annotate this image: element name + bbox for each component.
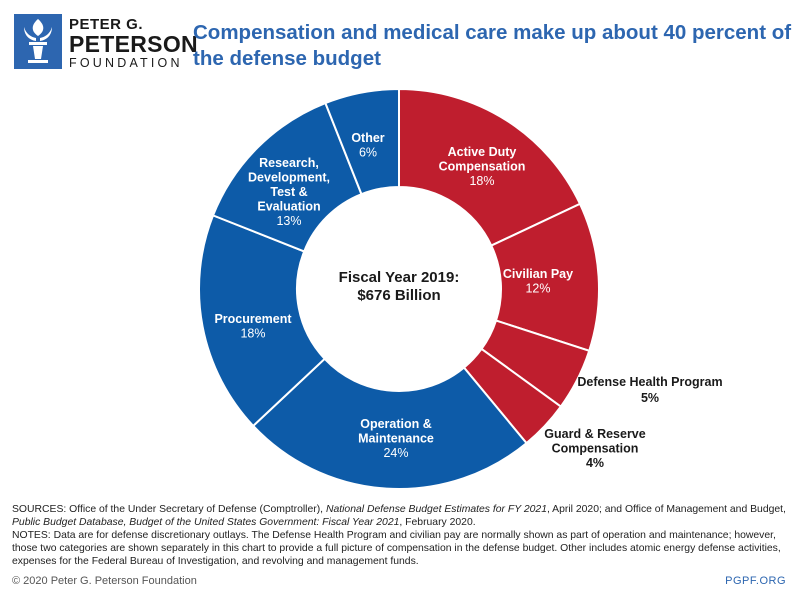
slice-active-duty-compensation — [398, 87, 582, 247]
logo-wordmark: PETER G. PETERSON FOUNDATION — [69, 16, 198, 71]
copyright: © 2020 Peter G. Peterson Foundation — [12, 575, 197, 587]
notes-text: NOTES: Data are for defense discretionar… — [12, 530, 781, 567]
logo-line-3: FOUNDATION — [69, 56, 183, 70]
donut-chart: Active Duty Compensation 18% Civilian Pay 12… — [198, 87, 723, 490]
pgpf-logo: PETER G. PETERSON FOUNDATION — [14, 14, 198, 76]
chart-title: Compensation and medical care make up ab… — [193, 21, 792, 70]
sources-text: SOURCES: Office of the Under Secretary o… — [12, 503, 790, 529]
sources-part-a: SOURCES: Office of the Under Secretary o… — [12, 504, 326, 515]
slice-other — [324, 87, 400, 196]
logo-line-1: PETER G. — [69, 16, 144, 33]
label-civilian-pay: Civilian Pay 12% — [503, 267, 573, 296]
label-guard-reserve-compensation: Guard & Reserve Compensation 4% — [544, 427, 645, 470]
label-operation-maintenance: Operation & Maintenance 24% — [358, 417, 434, 460]
torch-logo-icon — [14, 14, 62, 69]
website-link[interactable]: PGPF.ORG — [725, 575, 786, 587]
slice-operation-maintenance — [251, 357, 528, 490]
slice-procurement — [198, 214, 327, 428]
label-research-development-test-evaluation: Research, Development, Test & Evaluation 13% — [248, 156, 330, 228]
logo-line-2: PETERSON — [69, 31, 198, 57]
footer-notes: SOURCES: Office of the Under Secretary o… — [12, 503, 790, 568]
center-label: Fiscal Year 2019: $676 Billion — [339, 269, 460, 304]
sources-part-c: , April 2020; and Office of Management a… — [546, 504, 786, 515]
sources-part-e: , February 2020. — [399, 517, 476, 528]
label-procurement: Procurement 18% — [214, 312, 292, 341]
label-defense-health-program: Defense Health Program 5% — [577, 375, 722, 405]
sources-part-d: Public Budget Database, Budget of the Un… — [12, 517, 400, 528]
label-active-duty-compensation: Active Duty Compensation 18% — [439, 145, 526, 188]
label-other: Other 6% — [351, 131, 384, 160]
sources-part-b: National Defense Budget Estimates for FY… — [325, 504, 547, 515]
